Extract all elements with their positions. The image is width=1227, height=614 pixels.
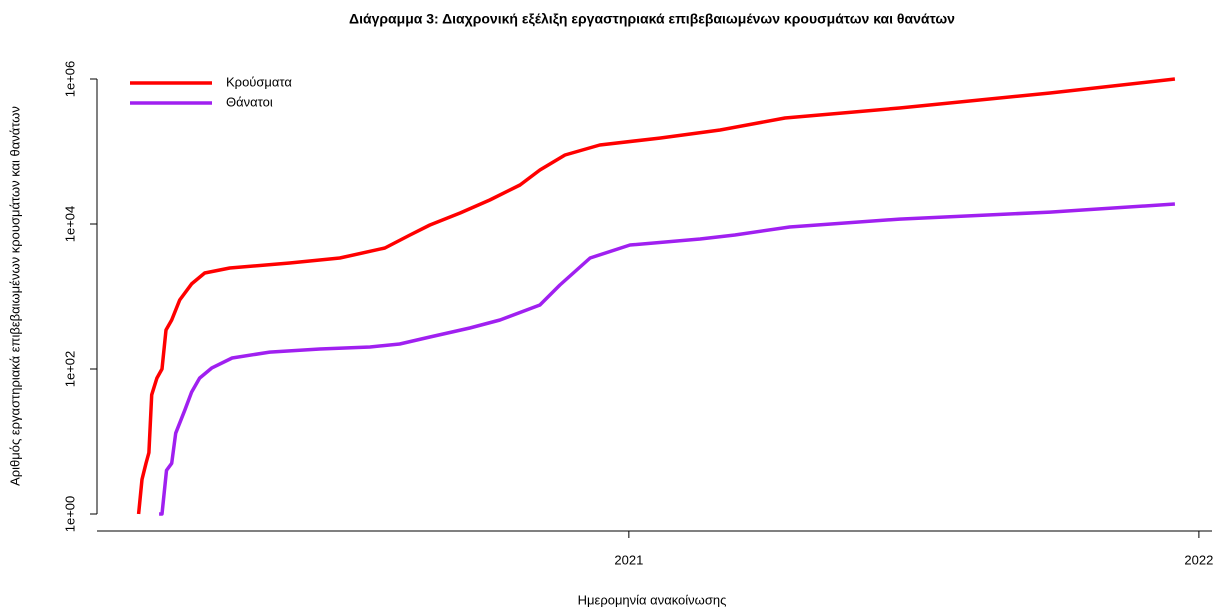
x-tick-label: 2022: [1184, 552, 1213, 567]
legend-label: Κρούσματα: [226, 74, 292, 89]
y-tick-label: 1e+06: [62, 61, 77, 98]
legend-label: Θάνατοι: [226, 94, 273, 109]
y-axis-label: Αριθμός εργαστηριακά επιβεβαιωμένων κρου…: [7, 106, 22, 486]
x-axis-label: Ημερομηνία ανακοίνωσης: [578, 592, 727, 607]
x-tick-label: 2021: [614, 552, 643, 567]
data-line: [136, 77, 1176, 515]
y-tick-label: 1e+04: [62, 206, 77, 243]
y-tick-label: 1e+00: [62, 496, 77, 533]
chart-title: Διάγραμμα 3: Διαχρονική εξέλιξη εργαστηρ…: [349, 11, 955, 27]
y-tick-label: 1e+02: [62, 351, 77, 388]
data-line: [159, 202, 1176, 516]
